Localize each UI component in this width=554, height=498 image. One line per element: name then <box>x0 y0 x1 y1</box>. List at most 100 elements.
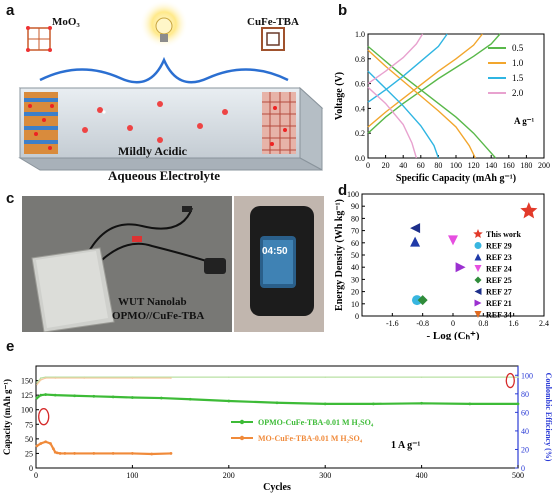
y-right-axis-label: Coulombic Efficiency (%) <box>544 373 553 462</box>
x-tick-label: -0.8 <box>416 319 429 328</box>
series-line <box>36 376 518 384</box>
series-point <box>170 377 172 379</box>
panel-a-letter: a <box>6 2 15 19</box>
legend-label: MO-CuFe-TBA-0.01 M H₂SO₄ <box>258 434 363 443</box>
x-tick-label: 120 <box>468 161 480 170</box>
x-tick-label: 20 <box>382 161 390 170</box>
y-right-tick-label: 100 <box>521 371 533 380</box>
x-tick-label: 300 <box>319 471 331 480</box>
x-tick-label: 200 <box>538 161 550 170</box>
y-tick-label: 30 <box>351 275 359 284</box>
legend-marker <box>474 276 482 284</box>
y-tick-label: 1.0 <box>355 30 365 39</box>
x-tick-label: 1.6 <box>509 319 519 328</box>
series-point <box>92 394 96 398</box>
series-point <box>111 395 115 399</box>
highlight-right-ellipse <box>505 372 515 389</box>
legend-marker <box>474 288 482 295</box>
legend-label: 2.0 <box>512 88 524 98</box>
x-axis-label: - Log (Cₕ⁺) <box>426 330 479 340</box>
legend-label: REF 27 <box>486 288 512 297</box>
y-tick-label: 100 <box>21 406 33 415</box>
y-right-tick-label: 40 <box>521 427 529 436</box>
series-point <box>44 440 48 444</box>
y-right-tick-label: 0 <box>521 464 525 473</box>
y-tick-label: 0.6 <box>355 80 365 89</box>
series-point <box>83 377 85 379</box>
x-tick-label: 140 <box>485 161 497 170</box>
series-2.0-discharge <box>367 86 418 159</box>
x-tick-label: 500 <box>512 471 524 480</box>
legend-marker <box>474 265 482 272</box>
legend-marker <box>239 435 245 441</box>
panel-c-letter: c <box>6 190 15 207</box>
series-point <box>468 402 472 406</box>
y-tick-label: 25 <box>25 449 33 458</box>
series-point <box>39 393 43 397</box>
y-tick-label: 0.4 <box>355 104 365 113</box>
x-tick-label: 180 <box>520 161 532 170</box>
x-tick-label: 80 <box>434 161 442 170</box>
x-tick-label: 100 <box>126 471 138 480</box>
legend-marker <box>474 299 482 307</box>
y-tick-label: 125 <box>21 391 33 400</box>
legend-label: REF 29 <box>486 242 512 251</box>
x-tick-label: -1.6 <box>386 319 399 328</box>
x-tick-label: 2.4 <box>539 319 549 328</box>
series-point <box>275 401 279 405</box>
cufe-tba-crystal-icon <box>261 27 285 51</box>
series-point <box>58 452 62 455</box>
y-tick-label: 70 <box>351 227 359 236</box>
legend-label: REF 34 <box>486 311 512 320</box>
legend-label: OPMO-CuFe-TBA-0.01 M H₂SO₄ <box>258 418 374 427</box>
rate-annotation: 1 A g⁻¹ <box>391 440 420 451</box>
series-1.5-charge <box>367 33 448 103</box>
y-right-tick-label: 60 <box>521 408 529 417</box>
series-point <box>35 396 39 400</box>
point-ref-29 <box>411 295 422 306</box>
series-point <box>53 393 57 397</box>
legend-label: REF 23 <box>486 253 512 262</box>
series-0.5-charge <box>367 33 501 134</box>
point-this-work <box>520 202 538 219</box>
legend-label: REF 24 <box>486 265 512 274</box>
x-tick-label: 100 <box>450 161 462 170</box>
series-point <box>131 452 134 455</box>
panel-d-letter: d <box>338 182 348 199</box>
y-tick-label: 90 <box>351 202 359 211</box>
series-line <box>36 377 171 385</box>
panel-b-letter: b <box>338 2 348 19</box>
y-right-tick-label: 80 <box>521 390 529 399</box>
x-tick-label: 200 <box>223 471 235 480</box>
x-tick-label: 60 <box>417 161 425 170</box>
circuit-wire <box>39 56 289 84</box>
y-tick-label: 80 <box>351 214 359 223</box>
y-tick-label: 0.2 <box>355 129 365 138</box>
y-tick-label: 100 <box>347 190 359 199</box>
y-tick-label: 75 <box>25 420 33 429</box>
legend-unit: A g⁻¹ <box>514 116 535 126</box>
series-1.0-discharge <box>367 49 476 159</box>
series-point <box>188 397 192 401</box>
series-point <box>420 401 423 405</box>
y-tick-label: 0.8 <box>355 55 365 64</box>
series-point <box>372 402 375 406</box>
x-tick-label: 0 <box>366 161 370 170</box>
series-point <box>51 447 55 451</box>
highlight-left-ellipse <box>38 408 50 426</box>
ions <box>82 101 228 143</box>
chart-d-energy-density: -1.6 -0.8 0 0.8 1.6 2.4 0 10 20 30 40 50 60 70 80 90 100… <box>334 190 549 340</box>
series-point <box>63 452 67 455</box>
wut-nanolab-label: WUT Nanolab <box>118 296 187 308</box>
chart-b-voltage-capacity: 0 20 40 60 80 100 120 140 160 180 200 0.0 0.2 0.4 0.6 0… <box>334 30 550 184</box>
moo3-electrode <box>24 92 58 154</box>
series-point <box>420 376 423 378</box>
x-tick-label: 40 <box>399 161 407 170</box>
series-point <box>55 451 59 455</box>
series-point <box>228 376 230 378</box>
series-point <box>111 452 115 455</box>
series-point <box>73 394 76 398</box>
series-point <box>517 376 519 378</box>
legend-label: 1.0 <box>512 58 524 68</box>
series-point <box>36 383 38 386</box>
